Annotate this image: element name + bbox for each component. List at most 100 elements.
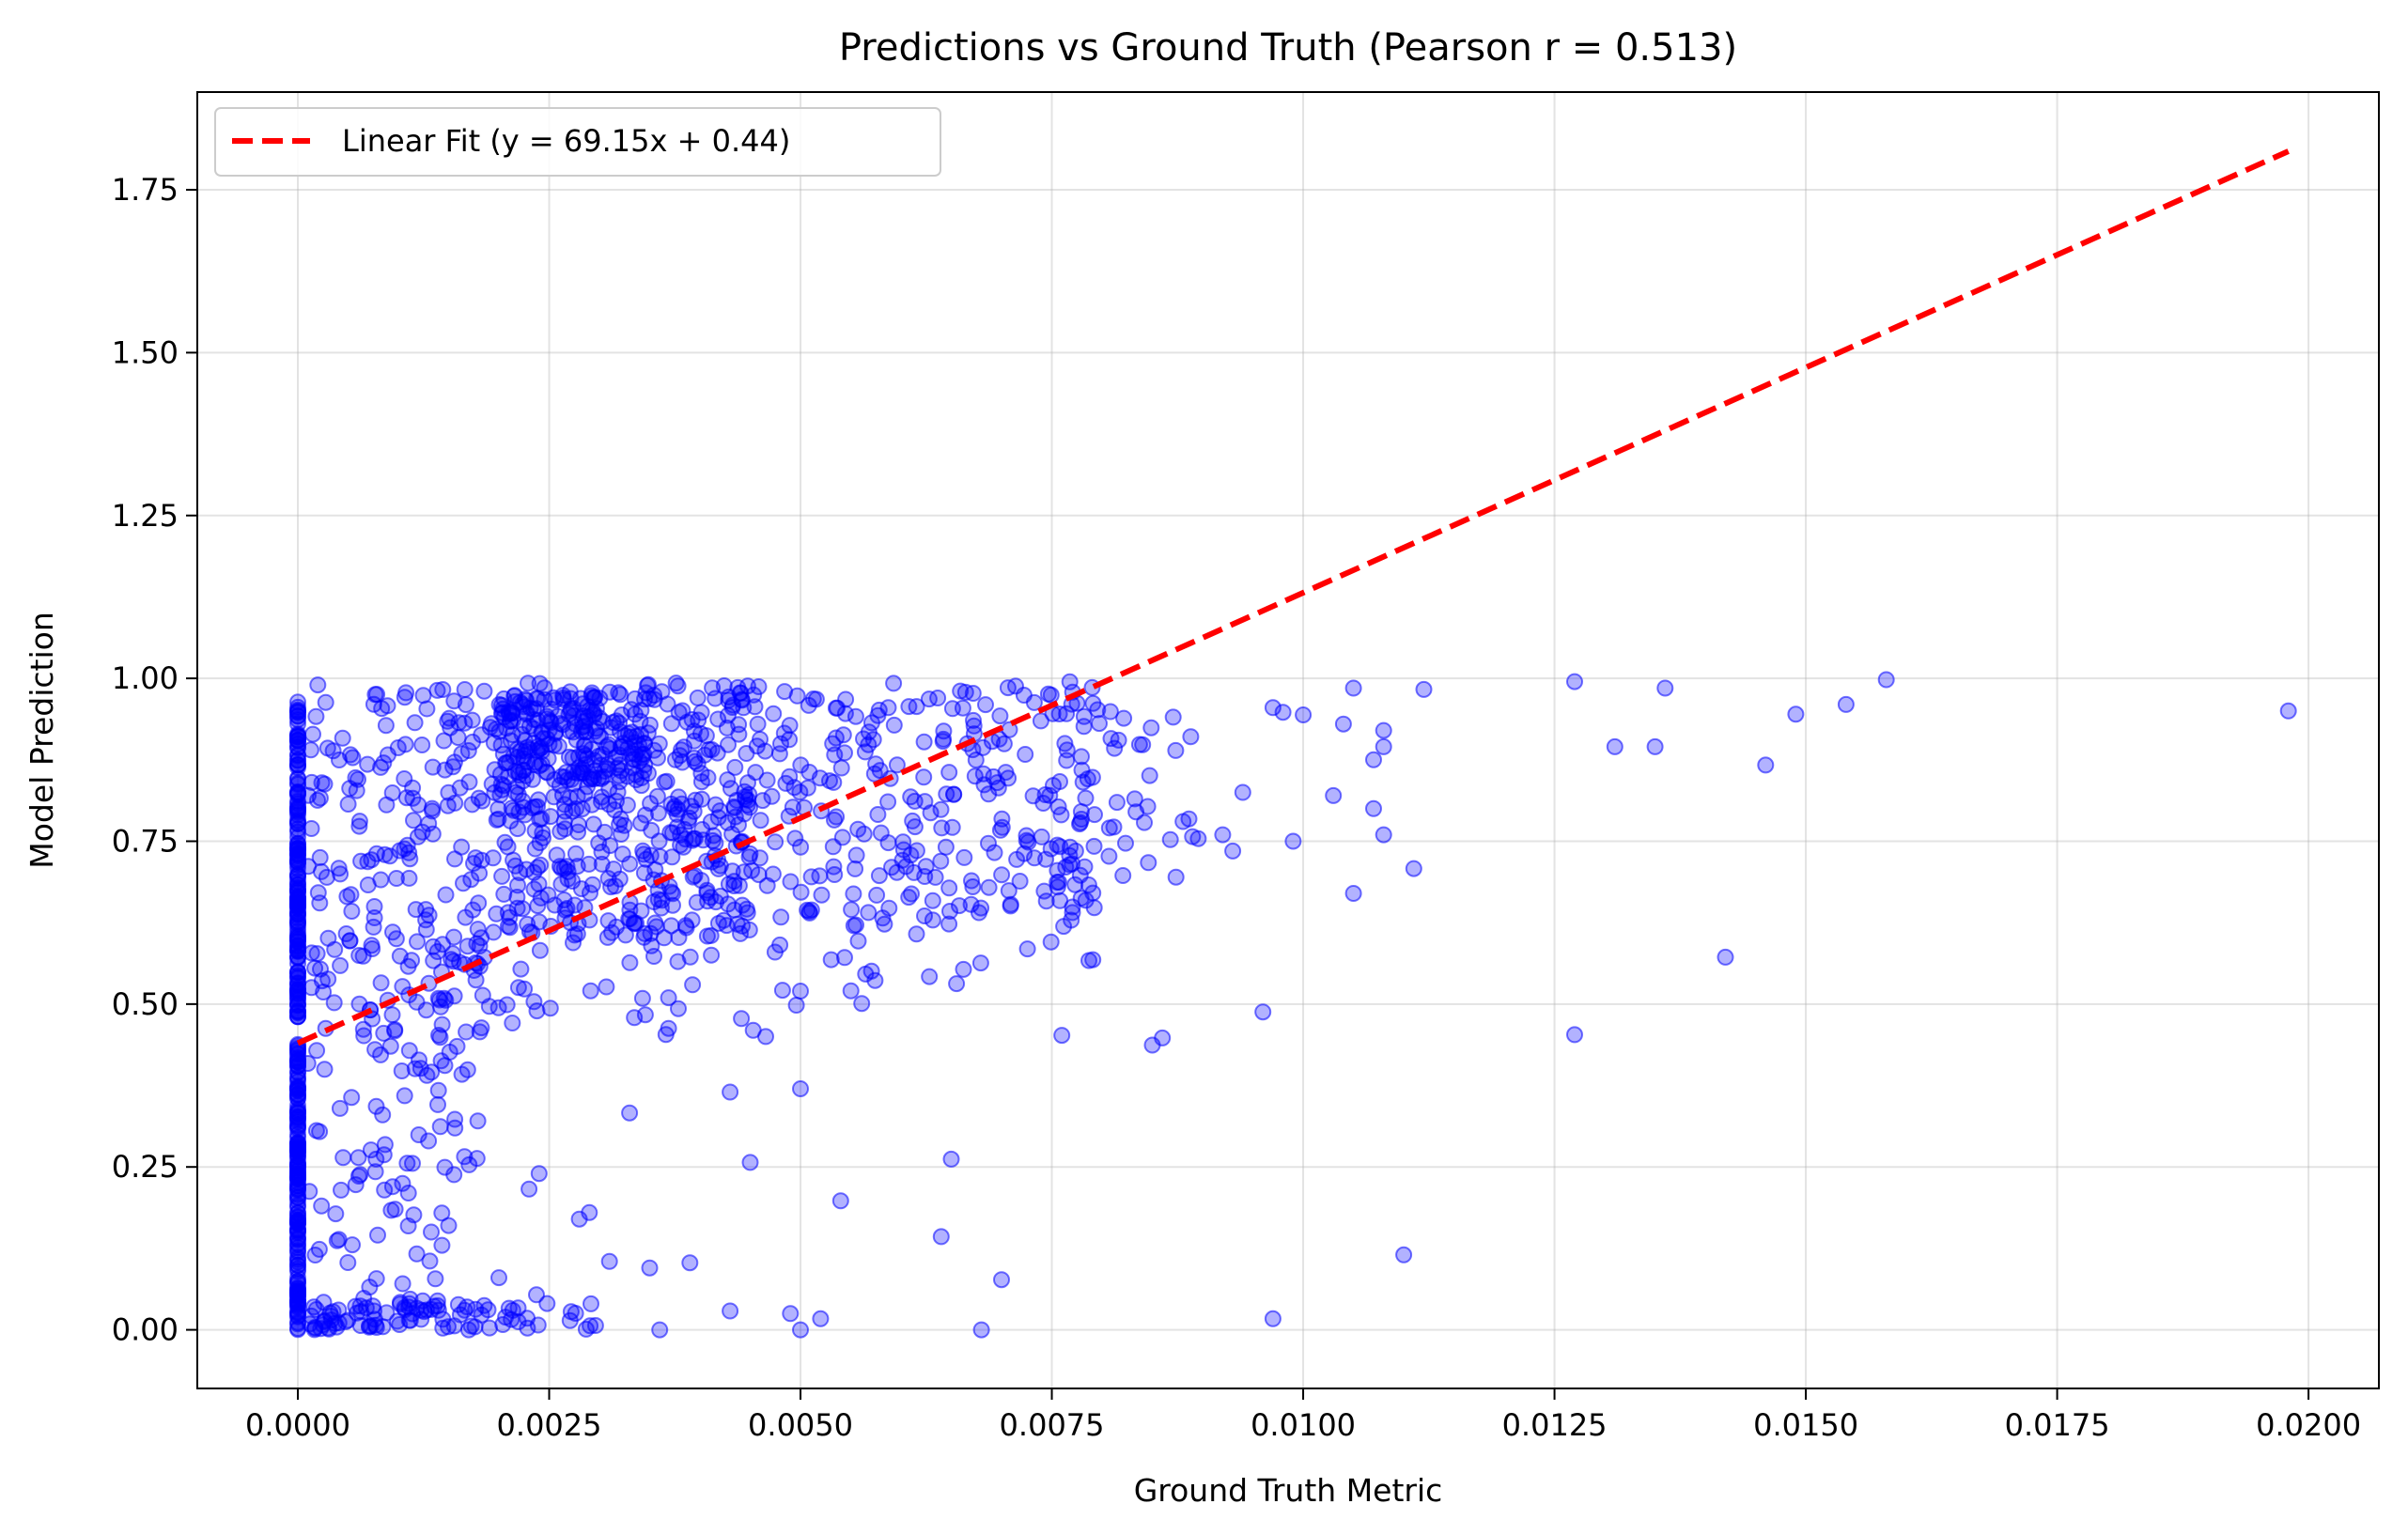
scatter-point [703,946,721,964]
scatter-point [514,696,532,713]
scatter-point [316,1061,334,1078]
scatter-point [350,947,368,964]
scatter-point [709,710,727,728]
scatter-point [993,1271,1010,1289]
scatter-point [289,969,306,985]
scatter-point [649,881,667,899]
scatter-point [350,813,368,830]
scatter-point [381,847,398,865]
scatter-point [339,1254,357,1271]
scatter-point [869,806,887,823]
scatter-point [1015,687,1033,704]
scatter-point [458,938,476,955]
scatter-point [601,837,619,855]
scatter-point [393,1062,411,1079]
scatter-point [1375,826,1392,844]
scatter-point [555,892,573,908]
x-tick-label: 0.0025 [497,1407,602,1443]
scatter-point [1105,818,1123,836]
scatter-point [628,727,645,745]
scatter-point [615,816,633,834]
scatter-point [400,1042,418,1060]
scatter-point [948,975,966,993]
scatter-point [977,696,994,714]
scatter-point [664,885,682,903]
scatter-point [1656,679,1674,697]
scatter-point [906,818,924,836]
scatter-point [332,865,350,883]
scatter-point [599,912,617,930]
scatter-point [670,704,688,721]
scatter-point [423,1223,440,1241]
scatter-point [330,860,348,877]
scatter-point [1234,783,1251,801]
scatter-point [1365,751,1382,768]
scatter-point [355,1290,373,1307]
scatter-point [1375,721,1392,739]
scatter-point [651,847,669,865]
scatter-point [417,911,435,929]
scatter-point [588,700,605,718]
scatter-point [634,842,652,860]
scatter-point [458,1023,475,1041]
scatter-point [289,1157,306,1175]
scatter-point [611,773,629,791]
scatter-point [518,705,536,722]
scatter-point [684,976,702,994]
scatter-point [1344,679,1362,697]
scatter-point [812,1310,830,1327]
scatter-point [1254,1003,1272,1021]
scatter-point [772,735,789,752]
scatter-point [971,954,989,972]
scatter-point [1071,815,1088,833]
scatter-point [372,758,390,776]
scatter-point [773,982,791,1000]
scatter-point [304,725,321,743]
scatter-point [508,899,526,917]
scatter-point [1100,847,1118,865]
scatter-point [446,1119,464,1137]
scatter-point [663,848,681,866]
scatter-point [473,1306,490,1324]
scatter-point [427,1270,444,1288]
scatter-point [651,1321,669,1339]
scatter-point [750,678,768,695]
scatter-point [767,833,785,851]
scatter-point [429,1095,446,1113]
scatter-point [383,1006,401,1024]
scatter-point [492,736,510,754]
scatter-point [408,993,426,1011]
scatter-point [593,855,611,873]
scatter-point [289,1286,306,1304]
scatter-point [741,1154,759,1171]
scatter-point [621,954,639,971]
scatter-point [792,883,810,901]
scatter-point [1126,790,1143,808]
scatter-point [410,1126,427,1143]
scatter-point [289,1234,306,1252]
scatter-point [843,901,861,919]
scatter-point [681,948,699,966]
scatter-point [955,960,972,978]
scatter-point [689,755,707,773]
scatter-point [792,838,810,856]
scatter-point [359,755,377,773]
scatter-point [316,775,334,793]
scatter-point [420,1132,438,1150]
x-axis-label: Ground Truth Metric [1134,1472,1443,1509]
scatter-point [350,1149,367,1167]
scatter-point [1167,868,1185,886]
scatter-point [530,1165,548,1183]
scatter-point [674,753,691,771]
scatter-point [289,1116,306,1134]
scatter-point [289,919,306,937]
scatter-point [357,1299,375,1317]
scatter-point [683,711,701,728]
scatter-point [573,800,591,818]
scatter-point [303,944,320,962]
scatter-point [475,1296,493,1314]
scatter-point [879,834,897,852]
legend-label: Linear Fit (y = 69.15x + 0.44) [342,123,790,159]
scatter-point [413,736,431,753]
scatter-point [367,1097,385,1115]
